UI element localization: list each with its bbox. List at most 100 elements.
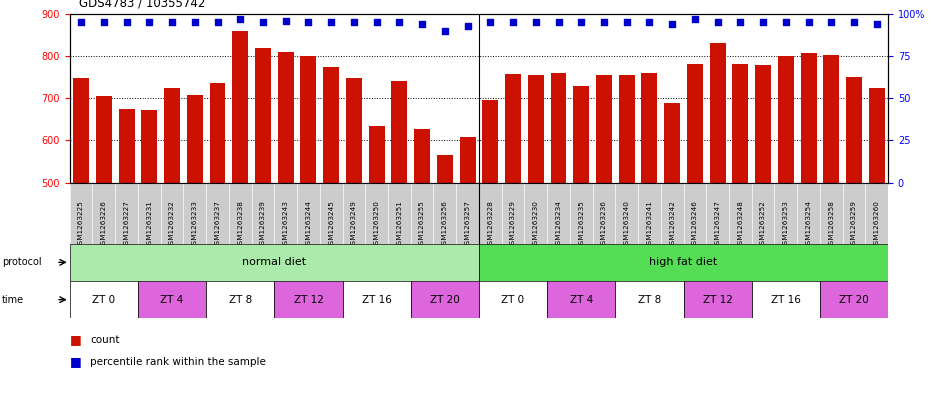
Bar xyxy=(823,55,839,183)
Bar xyxy=(346,78,362,183)
Point xyxy=(506,19,521,25)
Bar xyxy=(479,244,888,281)
Bar xyxy=(547,281,616,318)
Point xyxy=(824,19,839,25)
Point xyxy=(97,19,112,25)
Bar xyxy=(479,281,547,318)
Bar xyxy=(801,53,817,183)
Bar xyxy=(70,281,138,318)
Bar xyxy=(733,64,749,183)
Text: ■: ■ xyxy=(70,355,82,368)
Point xyxy=(437,28,452,34)
Point xyxy=(665,21,680,27)
Point xyxy=(73,19,88,25)
Point xyxy=(415,21,430,27)
Bar xyxy=(206,281,274,318)
Text: ZT 0: ZT 0 xyxy=(501,295,525,305)
Bar xyxy=(869,88,884,183)
Point xyxy=(619,19,634,25)
Bar xyxy=(300,56,316,183)
Point xyxy=(687,16,702,22)
Bar xyxy=(820,281,888,318)
Bar xyxy=(551,73,566,183)
Text: protocol: protocol xyxy=(2,257,42,267)
Bar xyxy=(459,137,475,183)
Text: time: time xyxy=(2,295,24,305)
Bar xyxy=(437,155,453,183)
Bar xyxy=(846,77,862,183)
Text: ■: ■ xyxy=(70,333,82,347)
Bar xyxy=(755,65,771,183)
Point xyxy=(460,22,475,29)
Bar xyxy=(664,103,680,183)
Bar xyxy=(573,86,590,183)
Bar xyxy=(187,95,203,183)
Bar xyxy=(392,81,407,183)
Point xyxy=(528,19,543,25)
Text: ZT 0: ZT 0 xyxy=(92,295,115,305)
Text: ZT 4: ZT 4 xyxy=(569,295,592,305)
Point xyxy=(256,19,271,25)
Text: ZT 12: ZT 12 xyxy=(703,295,733,305)
Bar xyxy=(141,110,157,183)
Text: ZT 16: ZT 16 xyxy=(362,295,392,305)
Bar xyxy=(209,83,225,183)
Point xyxy=(642,19,657,25)
Text: percentile rank within the sample: percentile rank within the sample xyxy=(90,356,266,367)
Bar xyxy=(414,129,430,183)
Bar xyxy=(616,281,684,318)
Point xyxy=(574,19,589,25)
Point xyxy=(870,21,884,27)
Point xyxy=(165,19,179,25)
Bar xyxy=(684,281,751,318)
Bar xyxy=(96,96,112,183)
Bar xyxy=(710,43,725,183)
Point xyxy=(801,19,816,25)
Bar xyxy=(618,75,634,183)
Bar xyxy=(687,64,703,183)
Bar xyxy=(642,73,658,183)
Text: ZT 8: ZT 8 xyxy=(638,295,661,305)
Point xyxy=(596,19,611,25)
Text: ZT 16: ZT 16 xyxy=(771,295,801,305)
Bar xyxy=(70,244,479,281)
Point xyxy=(711,19,725,25)
Point xyxy=(733,19,748,25)
Bar xyxy=(119,109,135,183)
Point xyxy=(551,19,566,25)
Bar xyxy=(368,126,385,183)
Text: count: count xyxy=(90,335,120,345)
Point xyxy=(210,19,225,25)
Text: ZT 12: ZT 12 xyxy=(294,295,324,305)
Bar xyxy=(777,56,794,183)
Point xyxy=(756,19,771,25)
Text: ZT 20: ZT 20 xyxy=(839,295,869,305)
Point xyxy=(187,19,202,25)
Point xyxy=(119,19,134,25)
Point xyxy=(142,19,157,25)
Bar xyxy=(505,74,521,183)
Bar xyxy=(596,75,612,183)
Bar xyxy=(411,281,479,318)
Point xyxy=(278,17,293,24)
Text: ZT 20: ZT 20 xyxy=(430,295,459,305)
Point xyxy=(324,19,339,25)
Text: ZT 8: ZT 8 xyxy=(229,295,252,305)
Bar xyxy=(255,48,271,183)
Bar xyxy=(483,100,498,183)
Point xyxy=(778,19,793,25)
Bar xyxy=(274,281,342,318)
Text: GDS4783 / 10355742: GDS4783 / 10355742 xyxy=(79,0,206,10)
Point xyxy=(483,19,498,25)
Point xyxy=(392,19,406,25)
Bar xyxy=(164,88,180,183)
Bar xyxy=(232,31,248,183)
Bar xyxy=(278,52,294,183)
Point xyxy=(232,16,247,22)
Bar xyxy=(342,281,411,318)
Point xyxy=(301,19,316,25)
Point xyxy=(369,19,384,25)
Text: high fat diet: high fat diet xyxy=(649,257,718,267)
Bar xyxy=(528,75,544,183)
Point xyxy=(347,19,362,25)
